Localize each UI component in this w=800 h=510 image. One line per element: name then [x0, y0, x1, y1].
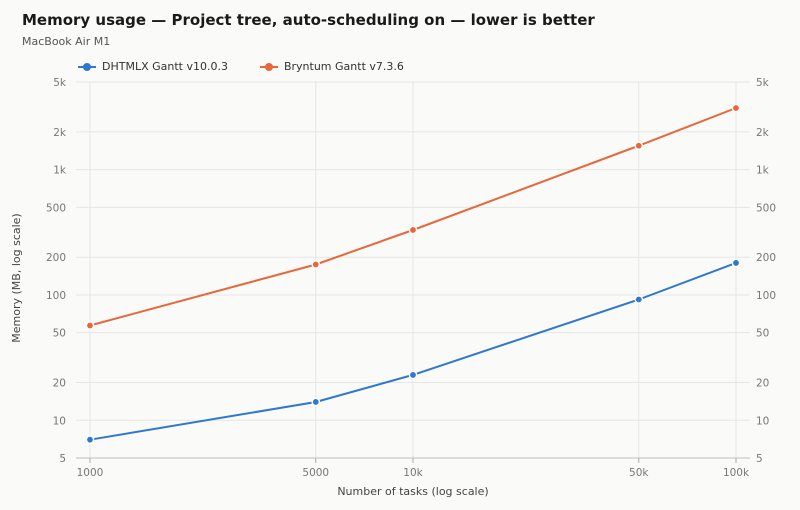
y-tick-label-left: 5: [59, 453, 66, 465]
data-point-series-1-0: [85, 321, 95, 330]
x-tick-label: 10k: [403, 467, 423, 479]
chart-title: Memory usage — Project tree, auto-schedu…: [22, 11, 595, 29]
y-tick-label-left: 100: [46, 290, 66, 302]
y-tick-label-left: 20: [53, 378, 66, 390]
data-point-series-1-3: [634, 141, 644, 151]
legend: DHTMLX Gantt v10.0.3 Bryntum Gantt v7.3.…: [78, 60, 404, 73]
y-tick-label-left: 10: [53, 415, 66, 427]
data-point-series-0-4: [731, 258, 741, 268]
y-tick-label-right: 100: [756, 290, 776, 302]
y-tick-label-right: 50: [756, 328, 769, 340]
data-point-series-0-3: [634, 295, 644, 304]
x-axis-title: Number of tasks (log scale): [337, 485, 488, 498]
y-tick-label-right: 20: [756, 378, 769, 390]
x-tick-label: 1000: [77, 467, 104, 479]
y-tick-label-left: 500: [46, 202, 66, 214]
legend-swatch-dhtmlx: [78, 61, 96, 73]
legend-item-bryntum[interactable]: Bryntum Gantt v7.3.6: [259, 60, 404, 73]
y-tick-label-left: 5k: [53, 77, 67, 89]
y-tick-label-right: 5: [756, 453, 763, 465]
x-tick-label: 100k: [723, 467, 750, 479]
data-point-series-1-2: [408, 225, 418, 235]
y-tick-label-right: 5k: [756, 77, 770, 89]
y-tick-label-left: 1k: [53, 165, 67, 177]
data-point-series-0-2: [408, 370, 418, 380]
y-tick-label-left: 50: [53, 328, 66, 340]
data-point-series-1-1: [311, 260, 321, 269]
data-point-series-1-4: [731, 103, 741, 113]
legend-item-dhtmlx[interactable]: DHTMLX Gantt v10.0.3: [78, 60, 228, 73]
y-tick-label-left: 2k: [53, 127, 67, 139]
y-tick-label-right: 2k: [756, 127, 770, 139]
x-tick-label: 50k: [629, 467, 649, 479]
y-tick-label-right: 10: [756, 415, 769, 427]
data-point-series-0-0: [85, 435, 95, 444]
y-tick-label-right: 500: [756, 202, 776, 214]
legend-label-dhtmlx: DHTMLX Gantt v10.0.3: [102, 60, 228, 73]
data-point-series-0-1: [311, 397, 321, 407]
chart-subtitle: MacBook Air M1: [22, 35, 111, 48]
y-tick-label-right: 1k: [756, 165, 770, 177]
legend-swatch-bryntum: [259, 61, 278, 73]
legend-label-bryntum: Bryntum Gantt v7.3.6: [283, 60, 404, 73]
y-tick-label-left: 200: [46, 252, 66, 264]
x-tick-label: 5000: [302, 467, 329, 479]
y-tick-label-right: 200: [756, 252, 776, 264]
y-axis-title: Memory (MB, log scale): [10, 213, 23, 342]
